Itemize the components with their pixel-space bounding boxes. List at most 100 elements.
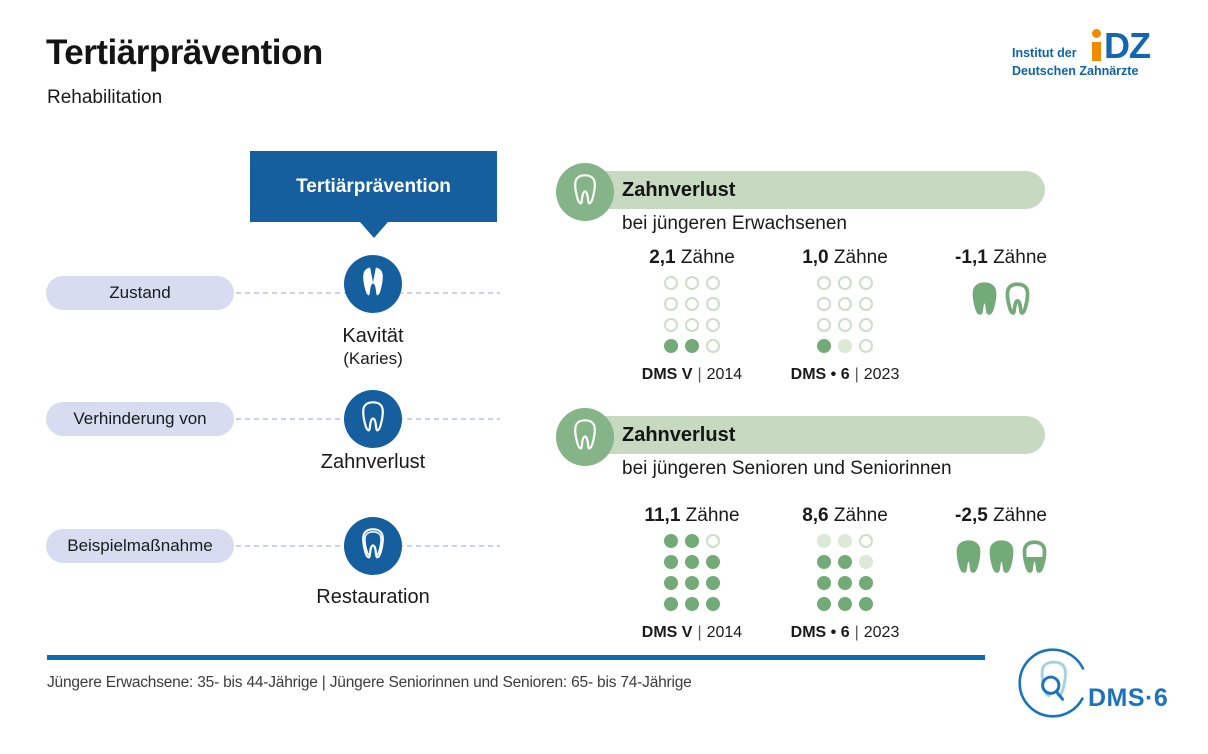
idz-logo: Institut der Deutschen Zahnärzte DZ <box>1008 28 1168 84</box>
dot-empty <box>664 318 678 332</box>
dot-filled <box>685 597 699 611</box>
section-subtitle: bei jüngeren Erwachsenen <box>622 213 847 234</box>
tertiaerpraevention-header-box: Tertiärprävention <box>250 151 497 222</box>
tooth-pictogram-icon <box>972 282 997 315</box>
section-zahnverlust-senioren: Zahnverlust bei jüngeren Senioren und Se… <box>0 408 1208 653</box>
stat-dmsv-2014: 11,1 Zähne DMS V | 2014 <box>632 505 752 642</box>
dot-filled <box>838 576 852 590</box>
pill-verhinderung-label: Verhinderung von <box>73 409 207 428</box>
dot-filled <box>706 576 720 590</box>
page-subtitle: Rehabilitation <box>47 87 163 108</box>
stat-source: DMS • 6 | 2023 <box>790 624 900 641</box>
pill-zustand-label: Zustand <box>109 283 171 302</box>
tooth-pictogram-icon <box>989 540 1013 573</box>
dot-empty <box>859 297 873 311</box>
dot-empty <box>817 276 831 290</box>
dot-filled <box>838 597 852 611</box>
dot-pale <box>859 555 873 569</box>
dot-empty <box>817 318 831 332</box>
dot-empty <box>706 534 720 548</box>
stat-value: 1,0 Zähne <box>802 247 888 268</box>
dot-empty <box>859 534 873 548</box>
dot-filled <box>685 339 699 353</box>
dot-matrix <box>664 276 720 353</box>
tooth-pictogram-icon <box>1022 540 1046 573</box>
footer-note: Jüngere Erwachsene: 35- bis 44-Jährige |… <box>47 674 692 691</box>
dot-pale <box>838 339 852 353</box>
tooth-badge-icon <box>556 163 614 221</box>
tooth-pictogram-icon <box>1005 282 1030 315</box>
dot-filled <box>664 576 678 590</box>
section-title-bar: Zahnverlust <box>585 171 1045 209</box>
dot-empty <box>706 318 720 332</box>
stat-value: 8,6 Zähne <box>802 505 888 526</box>
dot-matrix <box>817 276 873 353</box>
tooth-badge-icon <box>556 408 614 466</box>
tooth-cavity-icon <box>344 255 402 313</box>
dot-empty <box>664 297 678 311</box>
dot-filled <box>706 555 720 569</box>
dot-empty <box>685 318 699 332</box>
dot-empty <box>817 297 831 311</box>
dms6-logo-text: DMS·6 <box>1088 684 1169 712</box>
stat-dmsv-2014: 2,1 Zähne DMS V | 2014 <box>632 247 752 384</box>
stat-delta: -1,1 Zähne <box>941 247 1061 322</box>
dot-filled <box>817 339 831 353</box>
stat-dms6-2023: 8,6 Zähne DMS • 6 | 2023 <box>785 505 905 642</box>
dot-filled <box>817 597 831 611</box>
dot-empty <box>859 339 873 353</box>
tooth-outline-icon <box>344 390 402 448</box>
section-title: Zahnverlust <box>622 178 736 201</box>
stat-source: DMS • 6 | 2023 <box>790 366 900 383</box>
dms6-logo: DMS·6 <box>1016 646 1206 726</box>
stat-delta: -2,5 Zähne <box>941 505 1061 580</box>
section-subtitle: bei jüngeren Senioren und Seniorinnen <box>622 458 952 479</box>
dot-filled <box>685 555 699 569</box>
pill-zustand: Zustand <box>46 276 234 310</box>
section-title-bar: Zahnverlust <box>585 416 1045 454</box>
stat-value: 11,1 Zähne <box>644 505 740 526</box>
dot-empty <box>706 339 720 353</box>
section-zahnverlust-erwachsene: Zahnverlust bei jüngeren Erwachsenen 2,1… <box>0 163 1208 408</box>
flow-box-label: Tertiärprävention <box>296 175 451 197</box>
dot-filled <box>706 597 720 611</box>
dot-filled <box>685 576 699 590</box>
stat-source: DMS V | 2014 <box>641 624 743 641</box>
dot-empty <box>859 318 873 332</box>
idz-logo-line1: Institut der <box>1012 46 1077 60</box>
dms6-tooth-magnifier-icon <box>1018 648 1088 718</box>
dot-empty <box>838 318 852 332</box>
dot-filled <box>664 339 678 353</box>
pill-beispielmassnahme-label: Beispielmaßnahme <box>67 536 213 555</box>
section-title: Zahnverlust <box>622 423 736 446</box>
dot-filled <box>859 597 873 611</box>
page-title: Tertiärprävention <box>46 33 323 72</box>
pill-verhinderung-von: Verhinderung von <box>46 402 234 436</box>
dot-empty <box>838 276 852 290</box>
dot-filled <box>685 534 699 548</box>
idz-logo-text: Institut der Deutschen Zahnärzte <box>1012 44 1138 80</box>
dot-filled <box>859 576 873 590</box>
pill-beispielmassnahme: Beispielmaßnahme <box>46 529 234 563</box>
stat-value: 2,1 Zähne <box>649 247 735 268</box>
flow-sublabel-karies: (Karies) <box>343 349 403 368</box>
dot-filled <box>838 555 852 569</box>
tooth-restoration-icon <box>344 517 402 575</box>
dot-filled <box>817 576 831 590</box>
flow-label-restauration: Restauration <box>316 586 430 608</box>
dot-pale <box>838 534 852 548</box>
dot-matrix <box>664 534 720 611</box>
dot-filled <box>664 534 678 548</box>
dot-filled <box>817 555 831 569</box>
idz-i-icon <box>1092 29 1101 64</box>
dot-empty <box>838 297 852 311</box>
dot-empty <box>706 276 720 290</box>
stat-dms6-2023: 1,0 Zähne DMS • 6 | 2023 <box>785 247 905 384</box>
dot-empty <box>706 297 720 311</box>
stat-source: DMS V | 2014 <box>641 366 743 383</box>
dot-matrix <box>817 534 873 611</box>
delta-value: -1,1 Zähne <box>955 247 1047 268</box>
dot-empty <box>685 276 699 290</box>
dot-pale <box>817 534 831 548</box>
teeth-pictogram <box>941 534 1061 580</box>
